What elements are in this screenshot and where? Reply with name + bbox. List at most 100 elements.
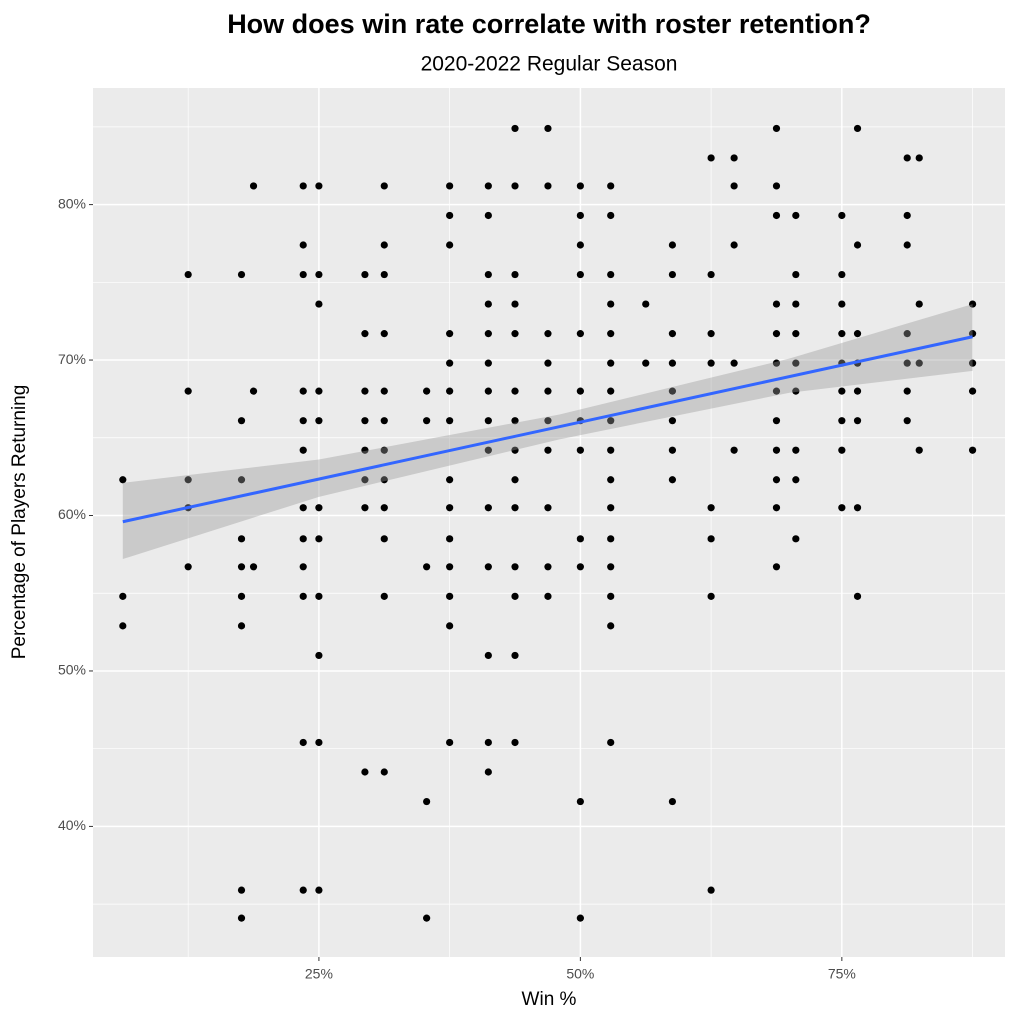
point [792,330,800,338]
point [730,446,738,454]
point [903,211,911,220]
point [772,124,781,133]
point [315,738,323,747]
point [380,535,388,543]
point [446,738,454,747]
point [446,241,454,249]
point [544,563,552,571]
point [853,387,862,395]
point [237,417,246,425]
point [792,387,800,395]
point [903,359,911,367]
point [484,359,492,367]
point [707,886,715,894]
point [361,387,369,395]
point [380,330,388,338]
point [576,797,584,806]
point [380,768,388,776]
point [772,211,781,220]
point [380,504,388,512]
point [184,270,192,279]
point [237,914,246,922]
point [446,504,454,512]
point [772,387,781,395]
point [772,330,781,338]
point [544,124,552,133]
point [484,504,492,512]
point [707,504,715,512]
point [853,592,862,600]
point [903,417,911,425]
point [484,300,492,308]
point [446,387,454,395]
point [299,504,307,512]
point [838,270,846,279]
point [484,182,492,190]
point [484,446,492,454]
point [237,563,246,571]
point [544,446,552,454]
point [607,417,615,425]
point [511,387,519,395]
point [184,476,192,484]
point [315,592,323,600]
point [576,535,584,543]
point [772,359,781,367]
point [361,446,369,454]
point [544,182,552,190]
point [484,651,492,660]
point [446,211,454,220]
point [511,182,519,190]
point [576,387,584,395]
point [511,124,519,133]
point [903,330,911,338]
point [446,182,454,190]
point [484,270,492,279]
point [380,417,388,425]
point [423,387,431,395]
point [792,476,800,484]
y-tick-label: 60% [58,506,86,522]
point [607,504,615,512]
point [707,270,715,279]
point [446,622,454,630]
point [484,211,492,220]
point [511,592,519,600]
point [484,768,492,776]
point [511,563,519,571]
point [903,241,911,249]
point [511,446,519,454]
point [853,330,862,338]
point [511,476,519,484]
point [668,330,677,338]
point [544,330,552,338]
point [607,359,615,367]
point [915,154,923,162]
point [299,886,307,894]
point [380,592,388,600]
point [838,300,846,308]
point [315,387,323,395]
y-tick-label: 80% [58,195,86,211]
point [668,476,677,484]
point [730,182,738,190]
point [511,651,519,660]
point [838,446,846,454]
point [607,563,615,571]
point [361,270,369,279]
chart-title: How does win rate correlate with roster … [227,9,871,39]
point [792,211,800,220]
point [484,330,492,338]
point [853,504,862,512]
point [484,563,492,571]
point [915,300,923,308]
point [792,359,800,367]
point [576,270,584,279]
point [772,504,781,512]
point [772,417,781,425]
point [380,241,388,249]
point [853,417,862,425]
point [607,330,615,338]
point [249,563,258,571]
point [315,535,323,543]
